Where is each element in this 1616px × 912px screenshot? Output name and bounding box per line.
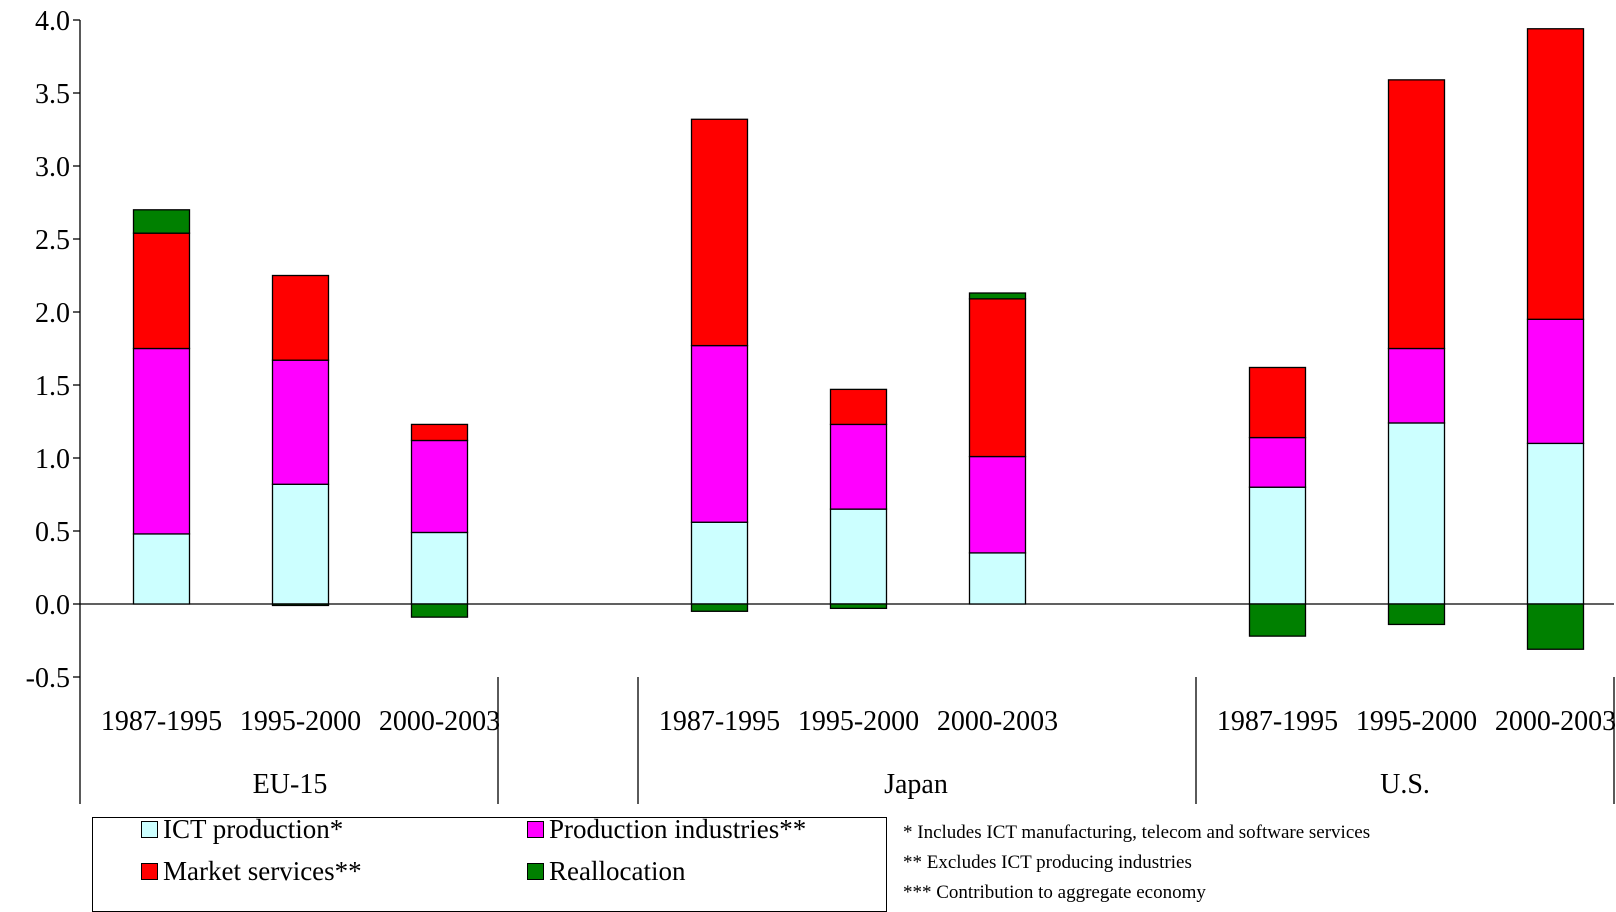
x-axis: 1987-1995 1995-2000 2000-2003 EU-15 1987-199… xyxy=(79,677,1616,804)
legend-label: Production industries** xyxy=(549,814,807,844)
bar-segment xyxy=(271,483,330,605)
bar-segment xyxy=(410,531,469,605)
y-tick-label: 3.5 xyxy=(35,79,70,110)
bar-segment xyxy=(829,388,888,426)
legend-swatch-ict-production xyxy=(141,820,158,838)
y-tick-label: -0.5 xyxy=(26,663,70,694)
bar-segment xyxy=(1387,422,1446,605)
legend-label: ICT production* xyxy=(163,814,344,844)
legend: ICT production* Production industries** … xyxy=(92,814,887,912)
bar-segment xyxy=(1248,436,1307,488)
y-tick-label: 0.0 xyxy=(35,590,70,621)
bar-segment xyxy=(410,439,469,534)
x-group-label: Japan xyxy=(884,769,948,800)
legend-item-market-services: Market services** xyxy=(141,856,362,886)
x-category-label: 1987-1995 xyxy=(1217,706,1338,737)
y-tick-label: 0.5 xyxy=(35,517,70,548)
bar-segment xyxy=(271,274,330,361)
bar-segment xyxy=(829,423,888,510)
x-category-label: 1995-2000 xyxy=(798,706,919,737)
bar-segment xyxy=(690,118,749,347)
bar-segment xyxy=(968,552,1027,605)
bar-segment xyxy=(829,603,888,610)
bar-segment xyxy=(968,292,1027,300)
bar-segment xyxy=(1387,603,1446,626)
bar-segment xyxy=(1526,318,1585,445)
bar-segment xyxy=(132,209,191,234)
y-tick-label: 3.0 xyxy=(35,152,70,183)
legend-label: Reallocation xyxy=(549,856,686,886)
legend-item-reallocation: Reallocation xyxy=(527,856,685,886)
bar-segment xyxy=(410,423,469,442)
y-axis: 4.0 3.5 3.0 2.5 2.0 1.5 1.0 0.5 0.0 -0.5 xyxy=(26,6,1614,694)
legend-swatch-production-industries xyxy=(527,820,544,838)
bar-segment xyxy=(410,603,469,618)
x-category-label: 1995-2000 xyxy=(1356,706,1477,737)
y-tick-label: 2.0 xyxy=(35,298,70,329)
x-category-label: 2000-2003 xyxy=(379,706,500,737)
footnote: ** Excludes ICT producing industries xyxy=(903,852,1192,873)
bar-segment xyxy=(829,508,888,605)
bar-segment xyxy=(1248,603,1307,637)
legend-item-production-industries: Production industries** xyxy=(527,814,806,844)
x-category-label: 1987-1995 xyxy=(101,706,222,737)
bar-segment xyxy=(271,359,330,485)
bar-segment xyxy=(1387,79,1446,350)
bar-segment xyxy=(1526,603,1585,650)
footnote: *** Contribution to aggregate economy xyxy=(903,882,1206,903)
x-group-label: U.S. xyxy=(1380,769,1430,800)
bar-segment xyxy=(1248,486,1307,605)
bars xyxy=(132,28,1585,650)
bar-segment xyxy=(968,455,1027,554)
y-tick-label: 1.0 xyxy=(35,444,70,475)
legend-swatch-market-services xyxy=(141,862,158,880)
legend-label: Market services** xyxy=(163,856,362,886)
bar-segment xyxy=(132,347,191,535)
bar-segment xyxy=(1526,28,1585,320)
y-tick-label: 4.0 xyxy=(35,6,70,37)
x-category-label: 2000-2003 xyxy=(937,706,1058,737)
bar-segment xyxy=(968,298,1027,458)
x-category-label: 2000-2003 xyxy=(1495,706,1616,737)
bar-segment xyxy=(271,603,330,607)
bar-segment xyxy=(690,603,749,612)
bar-segment xyxy=(1526,442,1585,605)
x-category-label: 1995-2000 xyxy=(240,706,361,737)
x-category-label: 1987-1995 xyxy=(659,706,780,737)
y-tick-label: 2.5 xyxy=(35,225,70,256)
bar-segment xyxy=(1248,366,1307,439)
y-tick-label: 1.5 xyxy=(35,371,70,402)
legend-item-ict-production: ICT production* xyxy=(141,814,343,844)
bar-segment xyxy=(690,344,749,523)
bar-segment xyxy=(132,533,191,605)
bar-segment xyxy=(1387,347,1446,424)
footnotes: * Includes ICT manufacturing, telecom an… xyxy=(903,818,1370,908)
legend-swatch-reallocation xyxy=(527,862,544,880)
x-group-label: EU-15 xyxy=(253,769,328,800)
bar-segment xyxy=(132,232,191,350)
bar-segment xyxy=(690,521,749,605)
footnote: * Includes ICT manufacturing, telecom an… xyxy=(903,822,1371,843)
stacked-bar-chart: 4.0 3.5 3.0 2.5 2.0 1.5 1.0 0.5 0.0 -0.5 1987-199… xyxy=(26,6,1616,804)
